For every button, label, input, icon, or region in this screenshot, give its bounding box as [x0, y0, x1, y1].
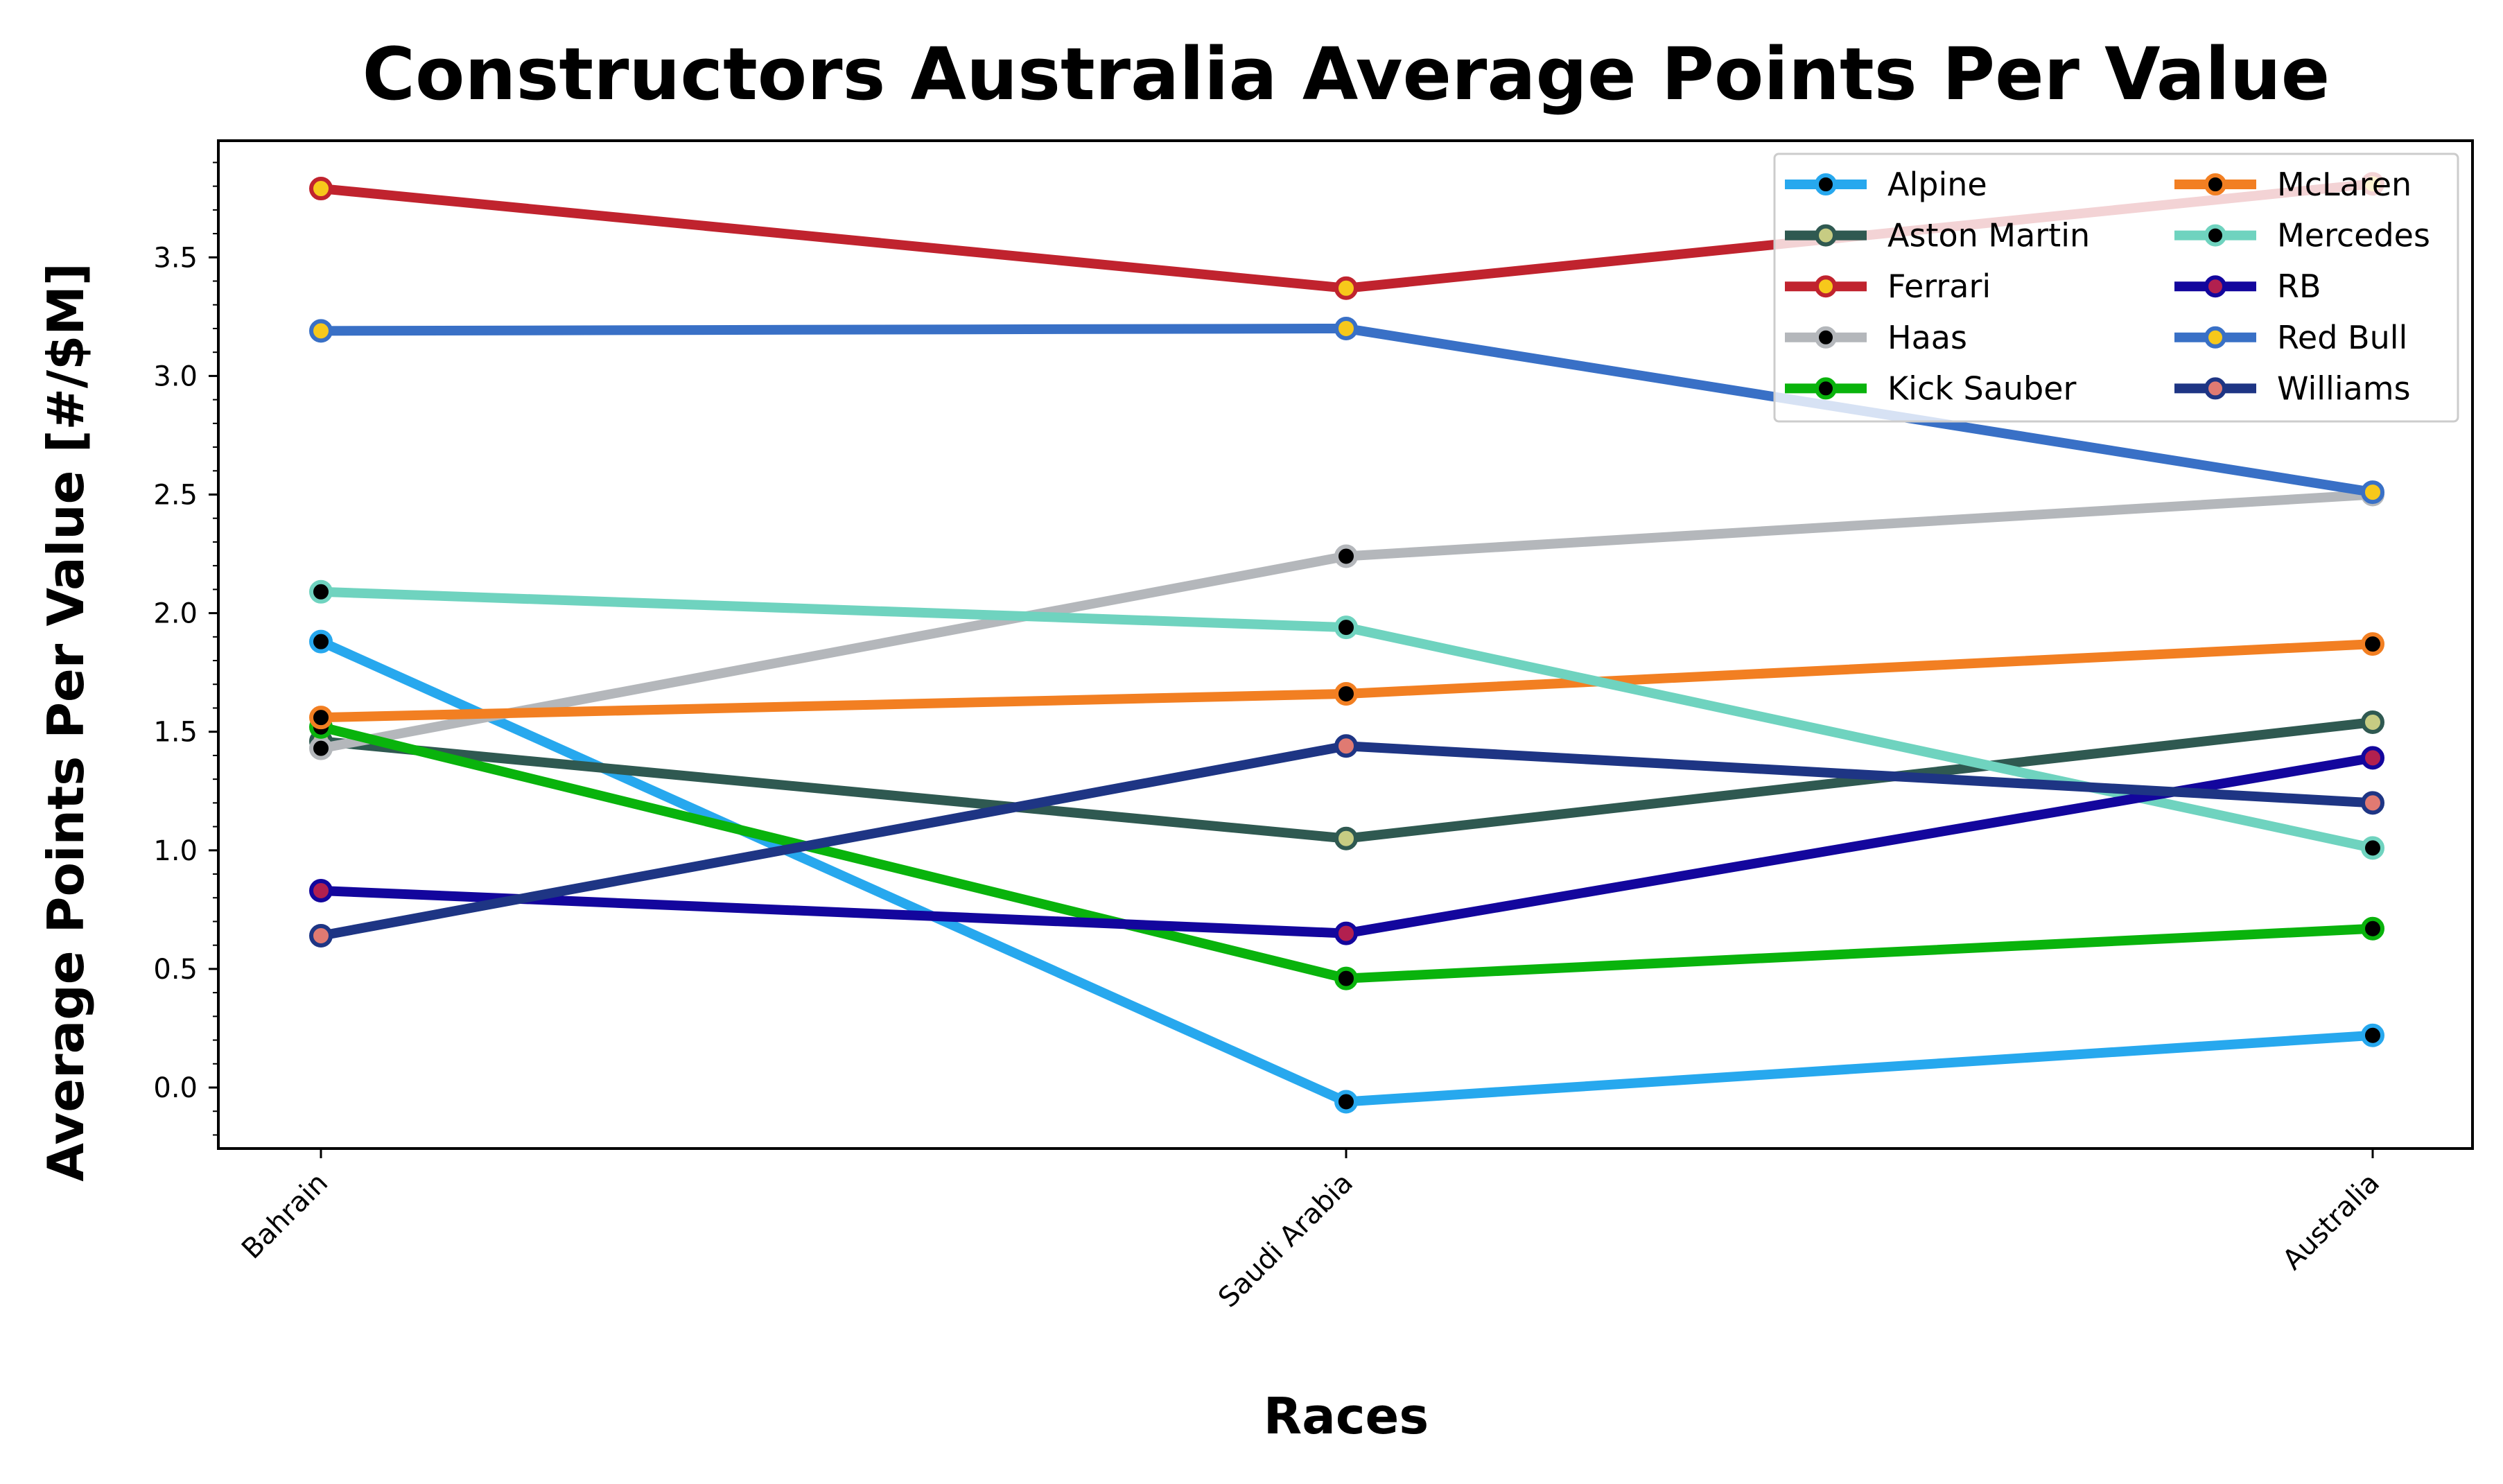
- series-alpine: [309, 629, 2384, 1114]
- series-layer: [309, 172, 2384, 1114]
- y-tick-label: 1.5: [153, 717, 198, 749]
- data-point: [309, 629, 333, 654]
- legend-item: Ferrari: [1785, 268, 1991, 305]
- legend-marker: [2204, 275, 2226, 298]
- y-tick-label: 0.5: [153, 954, 198, 986]
- data-point: [1334, 316, 1358, 340]
- chart-title: Constructors Australia Average Points Pe…: [363, 32, 2330, 116]
- legend-item: Red Bull: [2174, 319, 2407, 356]
- data-point: [1334, 826, 1358, 850]
- data-point: [309, 177, 333, 201]
- y-tick-label: 3.0: [153, 360, 198, 392]
- legend-marker: [1815, 173, 1837, 195]
- legend-marker: [1815, 326, 1837, 349]
- data-point: [2361, 916, 2384, 941]
- legend-item: McLaren: [2174, 166, 2412, 203]
- legend-label: Kick Sauber: [1887, 369, 2077, 407]
- data-point: [2361, 836, 2384, 860]
- series-mclaren: [309, 632, 2384, 730]
- data-point: [2361, 710, 2384, 735]
- series-mercedes: [309, 579, 2384, 860]
- plot-frame: [217, 139, 2474, 1150]
- data-point: [2361, 480, 2384, 505]
- legend: Alpine Aston Martin Ferrari Haas Kick Sauber…: [1773, 152, 2459, 423]
- data-point: [1334, 966, 1358, 990]
- legend-item: RB: [2174, 268, 2321, 305]
- data-point: [309, 923, 333, 948]
- legend-label: Ferrari: [1887, 268, 1991, 305]
- data-point: [1334, 616, 1358, 640]
- series-line: [320, 639, 2373, 723]
- x-tick-label: Australia: [2276, 1167, 2386, 1277]
- legend-label: Haas: [1887, 319, 1967, 356]
- data-point: [309, 736, 333, 760]
- y-tick-label: 1.0: [153, 835, 198, 867]
- legend-item: Haas: [1785, 319, 1967, 356]
- x-tick-label: Bahrain: [236, 1167, 334, 1266]
- data-point: [309, 706, 333, 730]
- data-point: [1334, 1090, 1358, 1114]
- data-point: [1334, 681, 1358, 706]
- data-point: [1334, 544, 1358, 568]
- y-tick-label: 2.5: [153, 480, 198, 512]
- legend-item: Williams: [2174, 369, 2411, 407]
- legend-label: Red Bull: [2277, 319, 2407, 356]
- data-point: [309, 878, 333, 902]
- series-rb: [309, 746, 2384, 945]
- legend-marker: [1815, 377, 1837, 400]
- data-point: [2361, 746, 2384, 770]
- legend-marker: [2204, 173, 2226, 195]
- data-point: [2361, 1023, 2384, 1047]
- data-point: [2361, 791, 2384, 815]
- legend-item: Mercedes: [2174, 217, 2430, 254]
- legend-label: Williams: [2277, 369, 2411, 407]
- y-tick-label: 2.0: [153, 598, 198, 630]
- legend-item: Aston Martin: [1785, 217, 2090, 254]
- legend-label: Aston Martin: [1887, 217, 2090, 254]
- data-point: [1334, 734, 1358, 758]
- y-tick-label: 3.5: [153, 242, 198, 274]
- legend-label: RB: [2277, 268, 2321, 305]
- legend-box: [1773, 152, 2459, 423]
- x-tick-label: Saudi Arabia: [1212, 1167, 1359, 1314]
- legend-marker: [2204, 224, 2226, 247]
- x-axis-label: Races: [1264, 1387, 1429, 1445]
- y-axis-label: Average Points Per Value [#/$M]: [37, 263, 95, 1182]
- legend-label: McLaren: [2277, 166, 2412, 203]
- legend-marker: [1815, 224, 1837, 247]
- data-point: [1334, 921, 1358, 945]
- legend-marker: [2204, 326, 2226, 349]
- legend-marker: [1815, 275, 1837, 298]
- series-williams: [309, 734, 2384, 948]
- legend-label: Alpine: [1887, 166, 1987, 203]
- legend-item: Kick Sauber: [1785, 369, 2077, 407]
- y-tick-label: 0.0: [153, 1072, 198, 1104]
- data-point: [309, 579, 333, 604]
- data-point: [2361, 632, 2384, 656]
- legend-marker: [2204, 377, 2226, 400]
- legend-label: Mercedes: [2277, 217, 2430, 254]
- data-point: [1334, 276, 1358, 300]
- legend-item: Alpine: [1785, 166, 1987, 203]
- data-point: [309, 319, 333, 343]
- series-red-bull: [309, 316, 2384, 505]
